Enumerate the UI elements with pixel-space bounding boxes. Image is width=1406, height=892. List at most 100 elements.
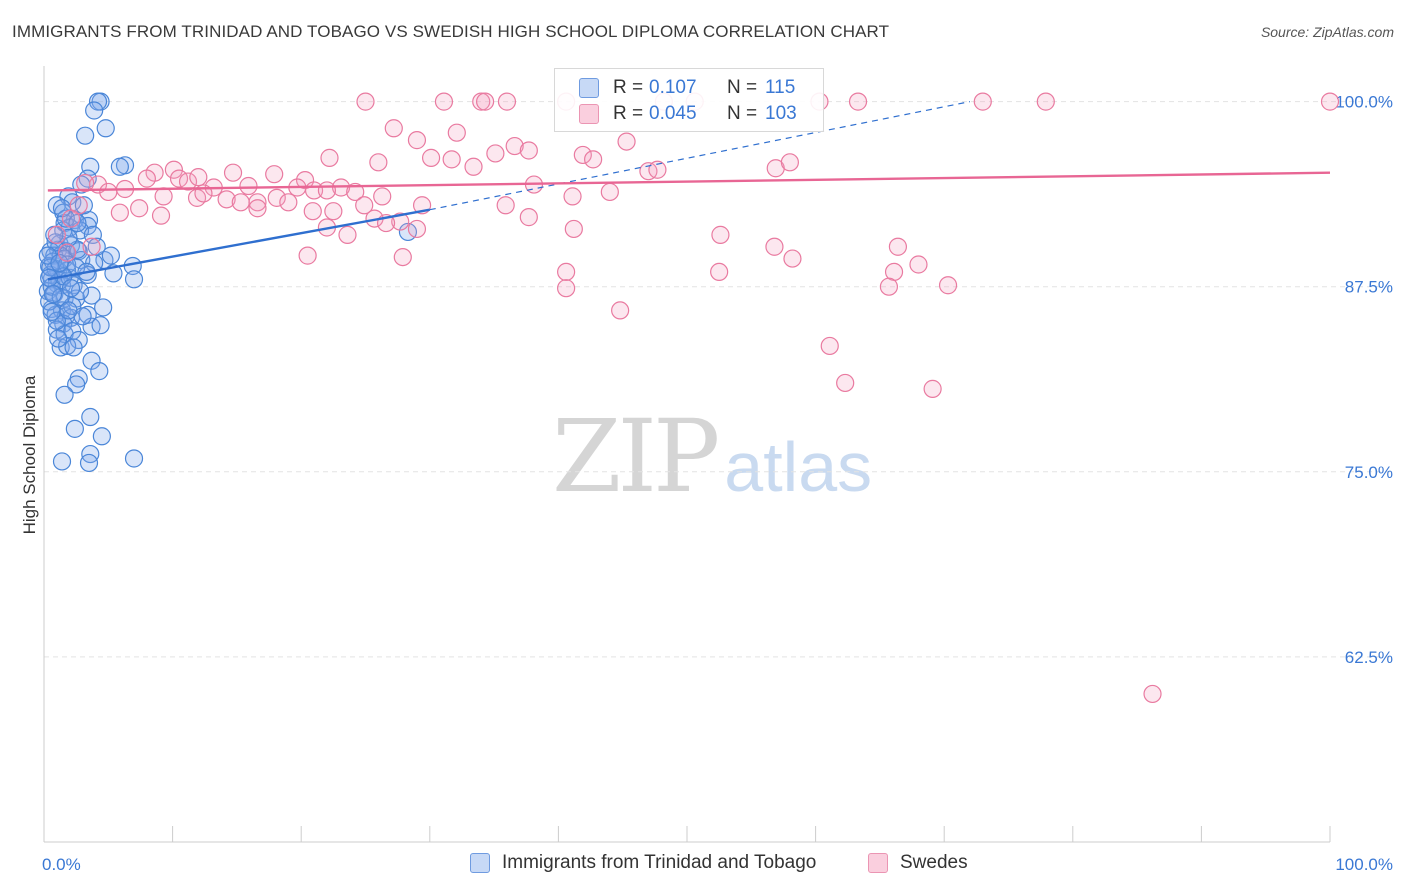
x-tick-label: 100.0%	[1335, 855, 1393, 874]
point-swedes	[373, 187, 392, 206]
point-trinidad-tobago	[81, 407, 100, 427]
point-trinidad-tobago	[96, 119, 115, 138]
point-swedes	[648, 160, 667, 179]
point-trinidad-tobago	[90, 362, 109, 381]
point-swedes	[137, 169, 156, 188]
point-swedes	[239, 176, 258, 196]
point-swedes	[391, 212, 410, 231]
bottom-legend-label: Swedes	[900, 852, 968, 873]
point-swedes	[279, 193, 298, 212]
legend-r-label: R =	[613, 103, 644, 124]
point-trinidad-tobago	[42, 302, 61, 321]
point-swedes	[130, 199, 149, 218]
point-trinidad-tobago	[110, 157, 129, 176]
point-swedes	[573, 145, 592, 165]
point-swedes	[369, 153, 388, 172]
point-trinidad-tobago	[124, 449, 144, 468]
point-trinidad-tobago	[101, 246, 120, 265]
point-swedes	[600, 182, 619, 202]
legend-row-series1: R = 0.107 N = 115	[555, 75, 823, 101]
point-swedes	[317, 181, 337, 200]
point-swedes	[231, 193, 250, 212]
legend-r-value: 0.107	[649, 77, 697, 98]
y-tick-label: 75.0%	[1345, 463, 1393, 482]
point-swedes	[267, 188, 286, 207]
point-trinidad-tobago	[124, 270, 144, 289]
point-trinidad-tobago	[67, 258, 86, 277]
legend-r-label: R =	[613, 77, 644, 98]
point-swedes	[611, 301, 630, 320]
legend-swatch-blue	[579, 78, 599, 98]
point-swedes	[879, 277, 899, 296]
correlation-legend: R = 0.107 N = 115 R = 0.045 N = 103	[554, 68, 824, 132]
point-swedes	[711, 225, 730, 244]
point-trinidad-tobago	[61, 279, 81, 298]
legend-n-label: N =	[727, 77, 758, 98]
point-trinidad-tobago	[49, 329, 68, 348]
point-swedes	[563, 187, 582, 206]
point-swedes	[338, 225, 357, 244]
point-swedes	[584, 150, 603, 169]
point-trinidad-tobago	[59, 228, 78, 247]
point-swedes	[519, 208, 538, 227]
point-swedes	[58, 243, 77, 262]
point-swedes	[407, 219, 427, 239]
point-swedes	[69, 196, 88, 215]
point-trinidad-tobago	[79, 453, 99, 473]
point-trinidad-tobago	[64, 338, 83, 357]
point-trinidad-tobago	[82, 286, 101, 305]
point-trinidad-tobago	[47, 311, 66, 330]
legend-swatch-pink	[579, 104, 599, 124]
point-swedes	[178, 172, 198, 191]
point-swedes	[938, 276, 958, 295]
point-swedes	[472, 92, 491, 111]
point-swedes	[710, 262, 729, 282]
point-swedes	[320, 148, 339, 167]
y-tick-label: 100.0%	[1335, 93, 1393, 112]
legend-n-value: 115	[765, 77, 796, 98]
point-swedes	[303, 202, 322, 221]
legend-n-value: 103	[765, 103, 797, 124]
point-swedes	[442, 150, 461, 169]
point-trinidad-tobago	[59, 301, 78, 320]
trendline-swedes	[47, 171, 1331, 192]
y-tick-label: 87.5%	[1345, 278, 1393, 297]
point-swedes	[393, 247, 412, 267]
point-swedes	[384, 119, 403, 138]
point-swedes	[496, 196, 515, 215]
point-swedes	[519, 141, 538, 160]
legend-row-series2: R = 0.045 N = 103	[555, 101, 823, 127]
point-swedes	[223, 163, 243, 182]
point-trinidad-tobago	[43, 285, 63, 304]
point-trinidad-tobago	[82, 317, 101, 336]
legend-r-value: 0.045	[649, 103, 697, 124]
point-swedes	[164, 160, 183, 179]
point-swedes	[76, 173, 95, 193]
point-swedes	[848, 92, 868, 111]
point-swedes	[973, 92, 992, 111]
point-swedes	[99, 182, 118, 202]
point-swedes	[346, 182, 365, 202]
point-swedes	[298, 246, 317, 265]
point-swedes	[505, 136, 524, 156]
trendline-trinidad-tobago-extension	[429, 101, 971, 211]
point-trinidad-tobago	[91, 316, 110, 335]
point-swedes	[295, 170, 315, 190]
y-axis-label: High School Diploma	[20, 375, 39, 534]
point-swedes	[564, 219, 583, 239]
point-swedes	[497, 92, 517, 111]
point-swedes	[765, 237, 784, 256]
point-trinidad-tobago	[88, 92, 108, 111]
point-swedes	[324, 202, 343, 221]
bottom-legend-label: Immigrants from Trinidad and Tobago	[502, 852, 817, 873]
point-swedes	[447, 123, 466, 142]
point-swedes	[557, 279, 576, 298]
point-swedes	[888, 237, 908, 256]
point-swedes	[61, 209, 81, 228]
point-trinidad-tobago	[94, 298, 113, 317]
point-swedes	[909, 255, 928, 274]
point-trinidad-tobago	[87, 237, 106, 256]
point-swedes	[217, 190, 236, 209]
point-trinidad-tobago	[56, 209, 75, 228]
